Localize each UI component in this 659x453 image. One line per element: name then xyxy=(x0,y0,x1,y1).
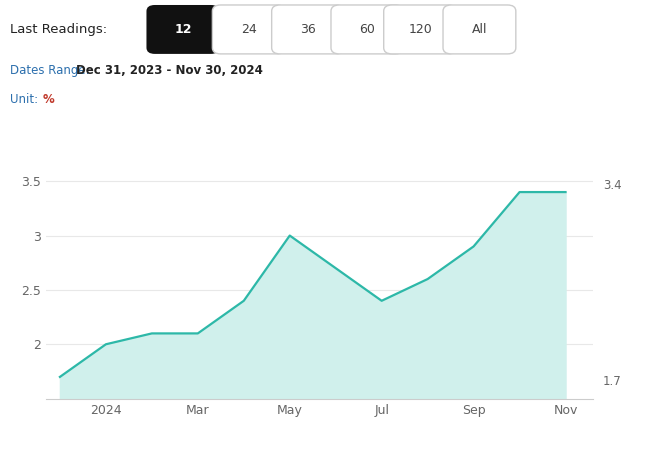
Text: 120: 120 xyxy=(408,23,432,36)
Text: Unit:: Unit: xyxy=(10,93,38,106)
Text: 12: 12 xyxy=(174,23,192,36)
Text: 24: 24 xyxy=(241,23,256,36)
FancyBboxPatch shape xyxy=(272,5,345,54)
Text: 3.4: 3.4 xyxy=(603,179,621,192)
FancyBboxPatch shape xyxy=(384,5,457,54)
FancyBboxPatch shape xyxy=(146,5,219,54)
Text: Dec 31, 2023 - Nov 30, 2024: Dec 31, 2023 - Nov 30, 2024 xyxy=(76,64,263,77)
Text: 60: 60 xyxy=(359,23,376,36)
Text: 36: 36 xyxy=(301,23,316,36)
FancyBboxPatch shape xyxy=(443,5,516,54)
Text: All: All xyxy=(472,23,487,36)
Text: 1.7: 1.7 xyxy=(603,375,621,388)
FancyBboxPatch shape xyxy=(331,5,404,54)
Text: Last Readings:: Last Readings: xyxy=(10,23,107,36)
Text: %: % xyxy=(43,93,55,106)
Text: Dates Range:: Dates Range: xyxy=(10,64,90,77)
FancyBboxPatch shape xyxy=(212,5,285,54)
